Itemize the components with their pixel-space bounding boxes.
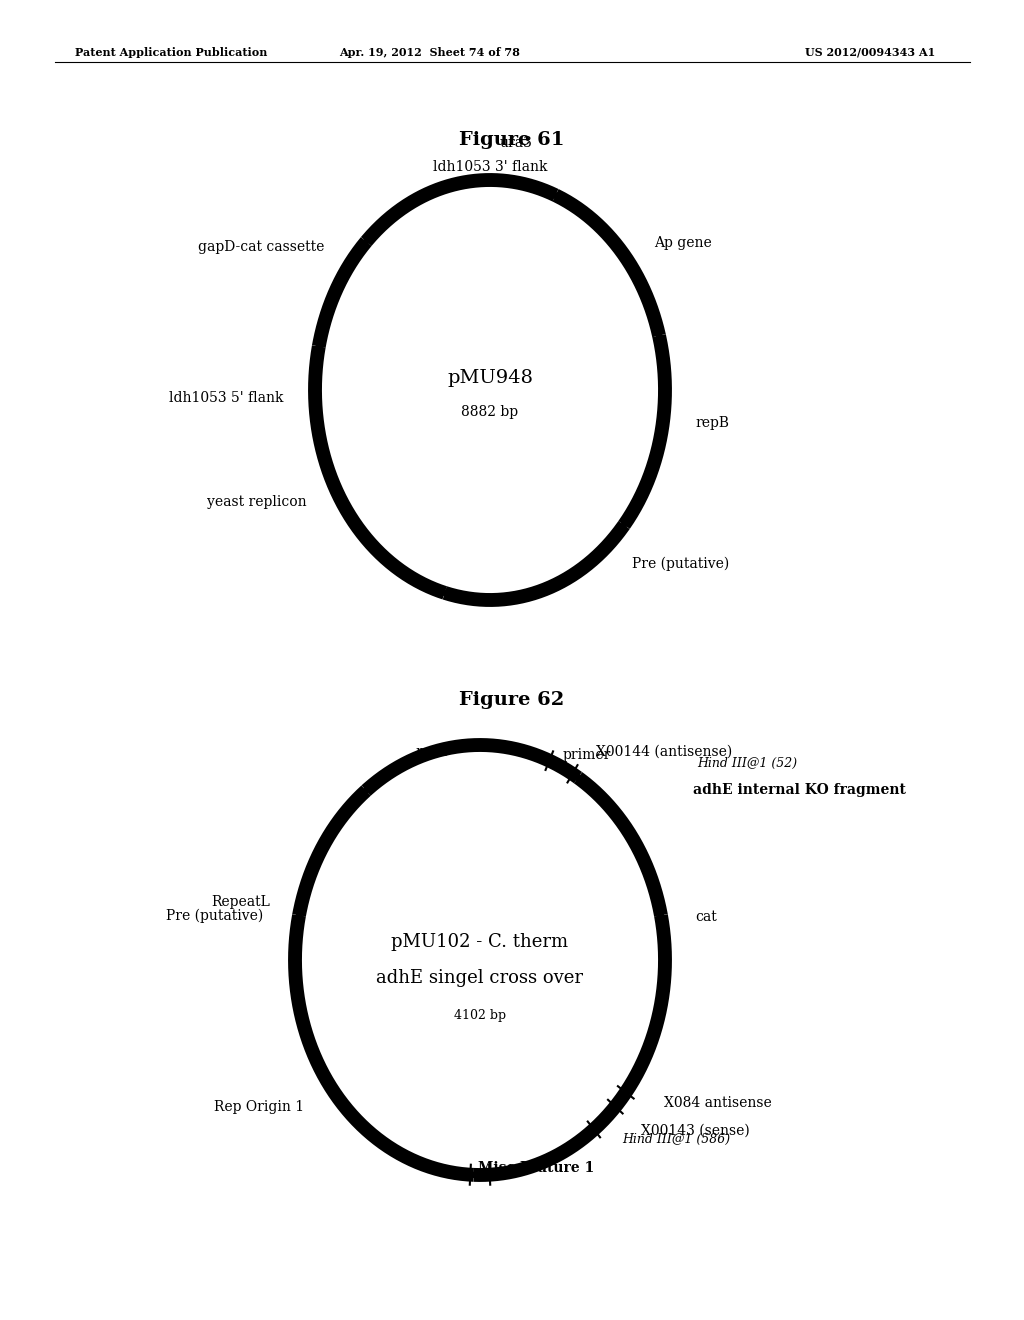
Polygon shape xyxy=(570,772,588,787)
Polygon shape xyxy=(616,1085,631,1102)
Polygon shape xyxy=(359,781,376,796)
Text: X084 antisense: X084 antisense xyxy=(665,1097,772,1110)
Text: primer: primer xyxy=(562,748,611,762)
Text: Hind III@1 (586): Hind III@1 (586) xyxy=(623,1133,730,1146)
Text: Figure 61: Figure 61 xyxy=(459,131,565,149)
Text: X00144 (antisense): X00144 (antisense) xyxy=(596,744,732,759)
Text: gapD-cat cassette: gapD-cat cassette xyxy=(198,240,324,253)
Text: Figure 62: Figure 62 xyxy=(460,690,564,709)
Text: adhE singel cross over: adhE singel cross over xyxy=(377,969,584,987)
Text: adhE internal KO fragment: adhE internal KO fragment xyxy=(693,783,906,797)
Text: yeast replicon: yeast replicon xyxy=(207,495,307,508)
Text: ura3: ura3 xyxy=(500,136,532,150)
Polygon shape xyxy=(360,231,376,248)
Text: 8882 bp: 8882 bp xyxy=(462,405,518,418)
Text: cat: cat xyxy=(695,911,718,924)
Text: Hind III@1 (52): Hind III@1 (52) xyxy=(697,756,797,770)
Text: Misc Feature 1: Misc Feature 1 xyxy=(477,1160,594,1175)
Polygon shape xyxy=(296,906,305,924)
Text: Pre (putative): Pre (putative) xyxy=(633,557,730,572)
Ellipse shape xyxy=(315,180,665,601)
Text: Ap gene: Ap gene xyxy=(654,236,712,251)
Text: Pre (putative): Pre (putative) xyxy=(166,908,263,923)
Text: X00143 (sense): X00143 (sense) xyxy=(641,1125,750,1138)
Text: repB: repB xyxy=(695,416,729,430)
Text: RepeatL: RepeatL xyxy=(212,895,270,909)
Ellipse shape xyxy=(295,744,665,1175)
Polygon shape xyxy=(434,585,454,595)
Text: 4102 bp: 4102 bp xyxy=(454,1008,506,1022)
Polygon shape xyxy=(657,907,668,925)
Polygon shape xyxy=(656,327,666,346)
Text: ldh1053 5' flank: ldh1053 5' flank xyxy=(169,391,283,405)
Text: Apr. 19, 2012  Sheet 74 of 78: Apr. 19, 2012 Sheet 74 of 78 xyxy=(340,46,520,58)
Text: pMU102 - C. therm: pMU102 - C. therm xyxy=(391,933,568,950)
Polygon shape xyxy=(464,1170,482,1179)
Text: repB: repB xyxy=(416,744,450,759)
Text: Patent Application Publication: Patent Application Publication xyxy=(75,46,267,58)
Text: ldh1053 3' flank: ldh1053 3' flank xyxy=(433,160,547,174)
Polygon shape xyxy=(315,337,326,355)
Text: Rep Origin 1: Rep Origin 1 xyxy=(214,1101,304,1114)
Polygon shape xyxy=(548,191,566,203)
Polygon shape xyxy=(614,517,630,535)
Text: pMU948: pMU948 xyxy=(447,370,534,387)
Text: US 2012/0094343 A1: US 2012/0094343 A1 xyxy=(805,46,935,58)
